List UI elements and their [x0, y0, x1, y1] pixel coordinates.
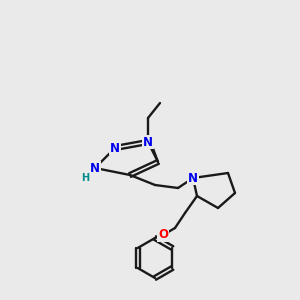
Text: O: O: [158, 229, 168, 242]
Text: N: N: [110, 142, 120, 154]
Text: N: N: [188, 172, 198, 184]
Text: H: H: [81, 173, 89, 183]
Text: N: N: [143, 136, 153, 148]
Text: N: N: [90, 161, 100, 175]
